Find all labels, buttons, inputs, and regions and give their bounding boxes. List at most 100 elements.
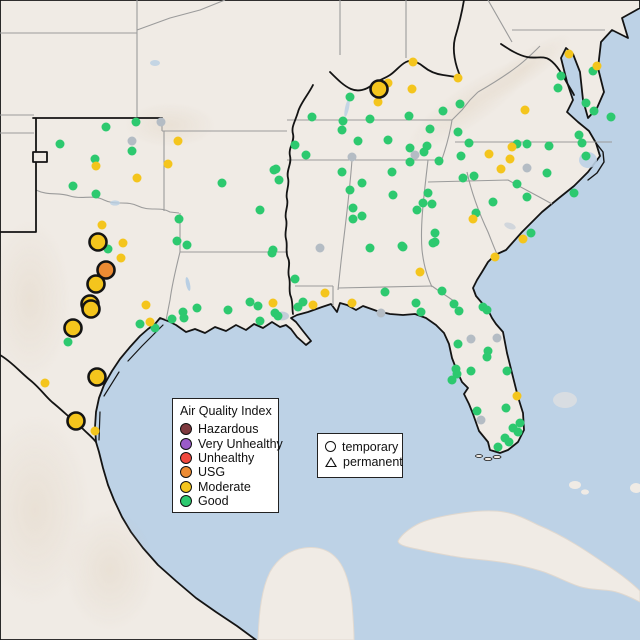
aqi-station-dot[interactable] [453, 339, 463, 349]
aqi-station-dot[interactable] [315, 243, 325, 253]
aqi-station-dot[interactable] [387, 167, 397, 177]
aqi-station-dot[interactable] [347, 298, 357, 308]
aqi-station-dot[interactable] [405, 157, 415, 167]
aqi-station-dot[interactable] [345, 92, 355, 102]
aqi-station-dot[interactable] [496, 164, 506, 174]
aqi-station-dot[interactable] [453, 127, 463, 137]
aqi-station-dot[interactable] [428, 238, 438, 248]
aqi-station-dot[interactable] [145, 317, 155, 327]
aqi-station-dot[interactable] [589, 106, 599, 116]
aqi-station-dot[interactable] [592, 61, 602, 71]
aqi-station-dot[interactable] [449, 299, 459, 309]
aqi-station-dot[interactable] [427, 199, 437, 209]
aqi-station-dot[interactable] [274, 175, 284, 185]
aqi-station-dot[interactable] [454, 306, 464, 316]
aqi-station-dot[interactable] [337, 167, 347, 177]
aqi-station-dot[interactable] [365, 114, 375, 124]
aqi-station-dot[interactable] [438, 106, 448, 116]
aqi-station-dot[interactable] [131, 117, 141, 127]
aqi-station-dot[interactable] [468, 214, 478, 224]
aqi-station-dot[interactable] [348, 203, 358, 213]
aqi-station-dot[interactable] [245, 297, 255, 307]
aqi-station-dot[interactable] [404, 111, 414, 121]
aqi-station-dot[interactable] [407, 84, 417, 94]
aqi-station-dot[interactable] [505, 154, 515, 164]
aqi-station-dot[interactable] [267, 248, 277, 258]
aqi-station-dot[interactable] [430, 228, 440, 238]
aqi-station-dot[interactable] [464, 138, 474, 148]
aqi-station-dot[interactable] [320, 288, 330, 298]
aqi-station-dot[interactable] [135, 319, 145, 329]
aqi-station-dot[interactable] [298, 297, 308, 307]
aqi-station-dot[interactable] [127, 136, 137, 146]
aqi-station-dot[interactable] [476, 415, 486, 425]
aqi-station-dot[interactable] [337, 125, 347, 135]
aqi-station-dot[interactable] [172, 236, 182, 246]
aqi-station-dot[interactable] [482, 305, 492, 315]
aqi-station-dot[interactable] [606, 112, 616, 122]
aqi-station-dot[interactable] [132, 173, 142, 183]
aqi-station-dot[interactable] [253, 301, 263, 311]
aqi-station-dot[interactable] [290, 140, 300, 150]
aqi-station-dot[interactable] [482, 352, 492, 362]
temporary-monitor-marker[interactable] [87, 367, 107, 387]
aqi-station-dot[interactable] [501, 403, 511, 413]
aqi-station-dot[interactable] [182, 240, 192, 250]
aqi-station-dot[interactable] [458, 173, 468, 183]
aqi-station-dot[interactable] [569, 188, 579, 198]
aqi-station-dot[interactable] [63, 337, 73, 347]
aqi-station-dot[interactable] [418, 198, 428, 208]
aqi-station-dot[interactable] [425, 124, 435, 134]
aqi-station-dot[interactable] [466, 366, 476, 376]
aqi-station-dot[interactable] [388, 190, 398, 200]
aqi-station-dot[interactable] [522, 139, 532, 149]
aqi-station-dot[interactable] [163, 159, 173, 169]
temporary-monitor-marker[interactable] [66, 411, 86, 431]
aqi-station-dot[interactable] [520, 105, 530, 115]
aqi-station-dot[interactable] [518, 234, 528, 244]
aqi-station-dot[interactable] [116, 253, 126, 263]
temporary-monitor-marker[interactable] [63, 318, 83, 338]
aqi-station-dot[interactable] [410, 150, 420, 160]
aqi-station-dot[interactable] [423, 188, 433, 198]
aqi-station-dot[interactable] [345, 185, 355, 195]
aqi-station-dot[interactable] [493, 442, 503, 452]
aqi-station-dot[interactable] [515, 418, 525, 428]
aqi-station-dot[interactable] [408, 57, 418, 67]
aqi-station-dot[interactable] [383, 135, 393, 145]
aqi-station-dot[interactable] [90, 426, 100, 436]
aqi-station-dot[interactable] [577, 138, 587, 148]
aqi-station-dot[interactable] [353, 136, 363, 146]
aqi-station-dot[interactable] [544, 141, 554, 151]
temporary-monitor-marker[interactable] [81, 299, 101, 319]
aqi-station-dot[interactable] [507, 142, 517, 152]
aqi-station-dot[interactable] [556, 71, 566, 81]
aqi-station-dot[interactable] [373, 97, 383, 107]
aqi-station-dot[interactable] [101, 122, 111, 132]
aqi-station-dot[interactable] [504, 437, 514, 447]
aqi-station-dot[interactable] [255, 205, 265, 215]
aqi-station-dot[interactable] [453, 73, 463, 83]
aqi-station-dot[interactable] [347, 152, 357, 162]
aqi-station-dot[interactable] [380, 287, 390, 297]
aqi-station-dot[interactable] [466, 334, 476, 344]
aqi-station-dot[interactable] [91, 161, 101, 171]
aqi-station-dot[interactable] [419, 147, 429, 157]
aqi-station-dot[interactable] [150, 323, 160, 333]
aqi-station-dot[interactable] [156, 117, 166, 127]
aqi-station-dot[interactable] [348, 214, 358, 224]
aqi-station-dot[interactable] [173, 136, 183, 146]
aqi-station-dot[interactable] [97, 220, 107, 230]
aqi-station-dot[interactable] [40, 378, 50, 388]
aqi-station-dot[interactable] [68, 181, 78, 191]
aqi-station-dot[interactable] [217, 178, 227, 188]
aqi-station-dot[interactable] [455, 99, 465, 109]
aqi-station-dot[interactable] [301, 150, 311, 160]
aqi-station-dot[interactable] [269, 165, 279, 175]
temporary-monitor-marker[interactable] [86, 274, 106, 294]
aqi-station-dot[interactable] [91, 189, 101, 199]
aqi-station-dot[interactable] [447, 375, 457, 385]
aqi-station-dot[interactable] [490, 252, 500, 262]
aqi-station-dot[interactable] [581, 151, 591, 161]
